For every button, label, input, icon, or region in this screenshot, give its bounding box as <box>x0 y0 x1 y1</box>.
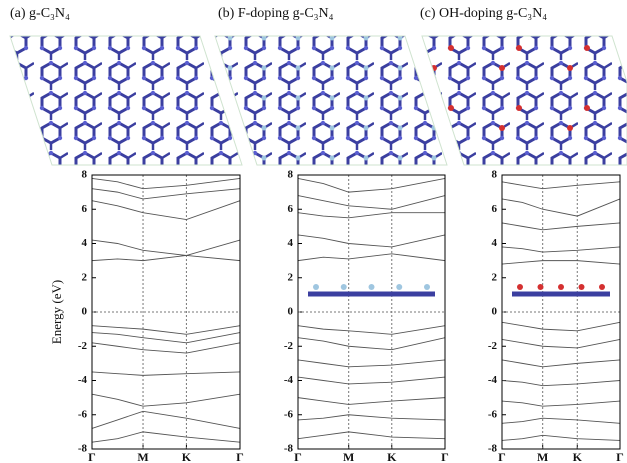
x-tick-label: Γ <box>294 450 302 463</box>
band-line <box>502 339 620 348</box>
inset-dopant <box>313 284 319 290</box>
y-tick-label: -4 <box>78 374 88 386</box>
y-tick-label: -2 <box>488 340 498 352</box>
x-tick-label: Γ <box>441 450 449 463</box>
band-line <box>92 333 240 343</box>
x-tick-label: Γ <box>616 450 624 463</box>
band-line <box>298 432 445 439</box>
band-line <box>298 196 445 210</box>
band-line <box>502 322 620 331</box>
figure: (a) g-C₃N₄ Energy (eV) -8 -6 -4 -2 0 2 4 6 8 Γ M K Γ (b… <box>0 0 627 463</box>
band-line <box>92 201 240 220</box>
band-line <box>298 377 445 384</box>
structure-c <box>422 36 627 165</box>
y-tick-label: -8 <box>488 443 498 455</box>
y-tick-label: 0 <box>82 306 88 318</box>
band-line <box>92 394 240 406</box>
y-tick-label: -8 <box>78 443 88 455</box>
structure-a <box>10 36 242 165</box>
y-tick-label: 8 <box>492 169 498 181</box>
y-tick-label: 6 <box>492 203 498 215</box>
y-tick-label: -4 <box>284 374 294 386</box>
y-tick-label: -6 <box>284 408 294 420</box>
inset-dopant <box>369 284 375 290</box>
x-tick-label: K <box>182 450 192 463</box>
y-tick-label: 6 <box>288 203 294 215</box>
band-line <box>502 199 620 216</box>
y-tick-label: -4 <box>488 374 498 386</box>
x-tick-label: M <box>137 450 148 463</box>
y-tick-label: 4 <box>288 237 294 249</box>
band-line <box>298 254 445 261</box>
band-line <box>298 415 445 420</box>
band-line <box>298 178 445 192</box>
x-tick-label: Γ <box>88 450 96 463</box>
panel-title: (c) OH-doping g-C₃N₄ <box>420 6 547 21</box>
band-line <box>502 223 620 230</box>
y-tick-label: 0 <box>492 306 498 318</box>
band-line <box>92 343 240 353</box>
y-tick-label: 2 <box>82 271 88 283</box>
y-tick-label: 6 <box>82 203 88 215</box>
band-line <box>502 247 620 252</box>
panel-title: (b) F-doping g-C₃N₄ <box>218 6 334 21</box>
inset-dopant <box>579 284 585 290</box>
panel-title: (a) g-C₃N₄ <box>10 6 70 21</box>
y-tick-label: 8 <box>82 169 88 181</box>
band-line <box>502 401 620 406</box>
x-tick-label: M <box>343 450 354 463</box>
band-line <box>298 326 445 335</box>
y-tick-label: -2 <box>78 340 88 352</box>
band-line <box>298 235 445 247</box>
y-tick-label: -8 <box>284 443 294 455</box>
band-line <box>502 435 620 440</box>
x-tick-label: Γ <box>498 450 506 463</box>
inset-dopant <box>424 284 430 290</box>
inset-dopant <box>599 284 605 290</box>
band-line <box>92 189 240 199</box>
y-tick-label: 2 <box>288 271 294 283</box>
inset-dopant <box>517 284 523 290</box>
inset-dopant <box>538 284 544 290</box>
y-tick-label: 4 <box>82 237 88 249</box>
x-tick-label: K <box>387 450 397 463</box>
y-tick-label: 2 <box>492 271 498 283</box>
band-line <box>298 338 445 350</box>
band-line <box>502 418 620 423</box>
band-line <box>298 398 445 405</box>
y-tick-label: 8 <box>288 169 294 181</box>
band-line <box>502 261 620 264</box>
band-line <box>92 178 240 188</box>
y-tick-label: 0 <box>288 306 294 318</box>
y-axis-label: Energy (eV) <box>49 280 64 344</box>
x-tick-label: Γ <box>236 450 244 463</box>
x-tick-label: M <box>537 450 548 463</box>
inset-dopant <box>396 284 402 290</box>
structure-b <box>215 36 447 165</box>
y-tick-label: -2 <box>284 340 294 352</box>
inset-dopant <box>341 284 347 290</box>
band-line <box>298 360 445 367</box>
band-line <box>92 411 240 428</box>
inset-dopant <box>558 284 564 290</box>
band-line <box>298 213 445 218</box>
y-tick-label: -6 <box>78 408 88 420</box>
band-line <box>92 240 240 255</box>
band-line <box>502 182 620 189</box>
x-tick-label: K <box>573 450 583 463</box>
band-line <box>502 360 620 367</box>
y-tick-label: 4 <box>492 237 498 249</box>
band-line <box>92 326 240 335</box>
band-line <box>92 432 240 442</box>
band-line <box>502 381 620 386</box>
y-tick-label: -6 <box>488 408 498 420</box>
band-line <box>92 372 240 375</box>
band-line <box>92 255 240 260</box>
